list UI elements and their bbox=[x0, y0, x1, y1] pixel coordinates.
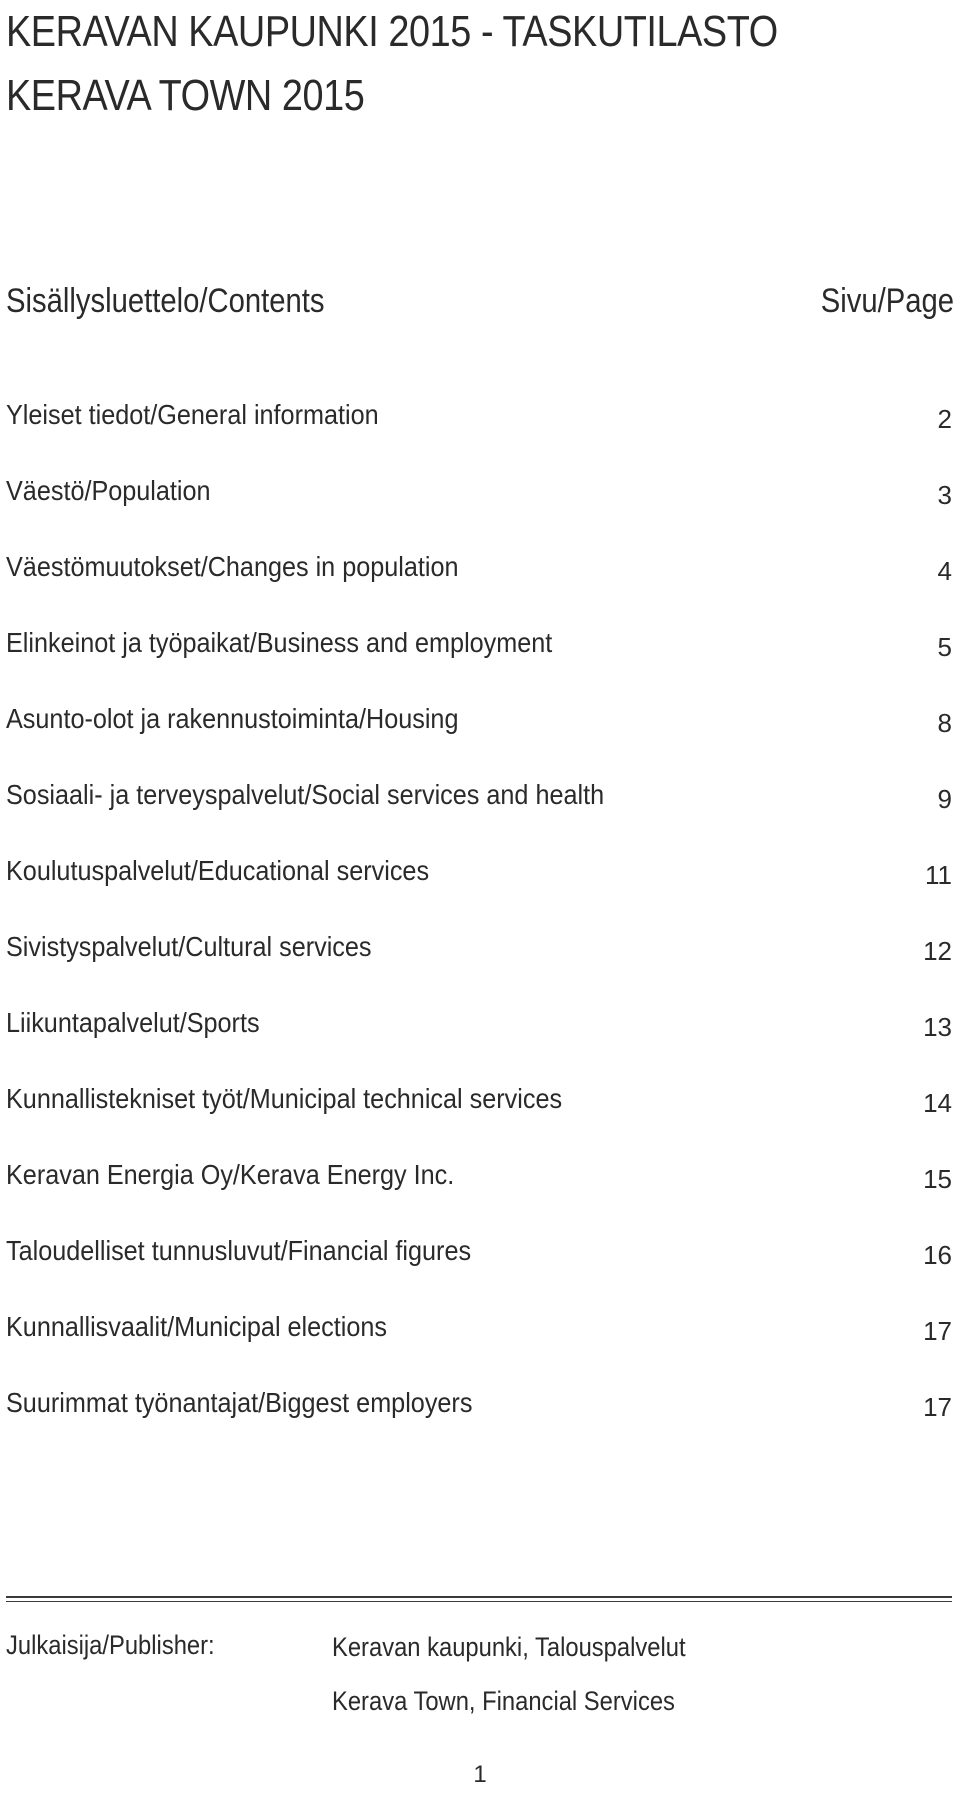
toc-entry: Sivistyspalvelut/Cultural services 12 bbox=[6, 922, 952, 998]
toc-entry: Elinkeinot ja työpaikat/Business and emp… bbox=[6, 618, 952, 694]
footer-divider-secondary bbox=[6, 1601, 952, 1602]
toc-entry-page: 17 bbox=[923, 1392, 952, 1422]
toc-entry-page: 4 bbox=[937, 556, 952, 586]
toc-entry-label: Kunnallisvaalit/Municipal elections bbox=[6, 1311, 388, 1342]
toc-entry-label: Yleiset tiedot/General information bbox=[6, 399, 379, 430]
toc-entry: Asunto-olot ja rakennustoiminta/Housing 8 bbox=[6, 694, 952, 770]
toc-entry-page: 13 bbox=[923, 1012, 952, 1042]
toc-entry-label: Väestö/Population bbox=[6, 475, 211, 506]
contents-heading: Sisällysluettelo/Contents bbox=[6, 282, 325, 320]
toc-entry-page: 11 bbox=[925, 860, 952, 890]
toc-entry-page: 5 bbox=[937, 632, 952, 662]
toc-entry-page: 3 bbox=[937, 480, 952, 510]
title-line-finnish: KERAVAN KAUPUNKI 2015 - TASKUTILASTO bbox=[6, 7, 778, 56]
title-line-english: KERAVA TOWN 2015 bbox=[6, 71, 365, 120]
toc-entry: Väestömuutokset/Changes in population 4 bbox=[6, 542, 952, 618]
page-column-heading: Sivu/Page bbox=[820, 282, 954, 320]
toc-entry-page: 14 bbox=[923, 1088, 952, 1118]
toc-entry-label: Väestömuutokset/Changes in population bbox=[6, 551, 459, 582]
publisher-english: Kerava Town, Financial Services bbox=[332, 1686, 675, 1716]
toc-entry-label: Elinkeinot ja työpaikat/Business and emp… bbox=[6, 627, 553, 658]
document-title: KERAVAN KAUPUNKI 2015 - TASKUTILASTO KER… bbox=[6, 0, 946, 128]
contents-header: Sisällysluettelo/Contents Sivu/Page bbox=[6, 282, 954, 338]
toc-entry-page: 2 bbox=[937, 404, 952, 434]
toc-entry: Väestö/Population 3 bbox=[6, 466, 952, 542]
toc-entry-label: Suurimmat työnantajat/Biggest employers bbox=[6, 1387, 473, 1418]
page-number: 1 bbox=[473, 1761, 487, 1788]
toc-entry-page: 8 bbox=[937, 708, 952, 738]
toc-entry: Keravan Energia Oy/Kerava Energy Inc. 15 bbox=[6, 1150, 952, 1226]
toc-entry: Sosiaali- ja terveyspalvelut/Social serv… bbox=[6, 770, 952, 846]
toc-entry-label: Kunnallistekniset työt/Municipal technic… bbox=[6, 1083, 563, 1114]
publisher-finnish: Keravan kaupunki, Talouspalvelut bbox=[332, 1632, 686, 1662]
table-of-contents: Yleiset tiedot/General information 2 Väes… bbox=[6, 390, 952, 1454]
toc-entry-page: 16 bbox=[923, 1240, 952, 1270]
toc-entry: Kunnallistekniset työt/Municipal technic… bbox=[6, 1074, 952, 1150]
publisher-details: Keravan kaupunki, Talouspalvelut Kerava … bbox=[332, 1620, 734, 1728]
toc-entry-page: 17 bbox=[923, 1316, 952, 1346]
toc-entry-page: 9 bbox=[937, 784, 952, 814]
toc-entry-label: Sivistyspalvelut/Cultural services bbox=[6, 931, 372, 962]
toc-entry-label: Koulutuspalvelut/Educational services bbox=[6, 855, 430, 886]
toc-entry-label: Liikuntapalvelut/Sports bbox=[6, 1007, 260, 1038]
toc-entry: Yleiset tiedot/General information 2 bbox=[6, 390, 952, 466]
toc-entry-label: Taloudelliset tunnusluvut/Financial figu… bbox=[6, 1235, 472, 1266]
publisher-label: Julkaisija/Publisher: bbox=[6, 1630, 215, 1660]
toc-entry-label: Asunto-olot ja rakennustoiminta/Housing bbox=[6, 703, 459, 734]
toc-entry-page: 12 bbox=[923, 936, 952, 966]
toc-entry-page: 15 bbox=[923, 1164, 952, 1194]
toc-entry: Liikuntapalvelut/Sports 13 bbox=[6, 998, 952, 1074]
toc-entry-label: Keravan Energia Oy/Kerava Energy Inc. bbox=[6, 1159, 455, 1190]
toc-entry-label: Sosiaali- ja terveyspalvelut/Social serv… bbox=[6, 779, 605, 810]
toc-entry: Taloudelliset tunnusluvut/Financial figu… bbox=[6, 1226, 952, 1302]
toc-entry: Kunnallisvaalit/Municipal elections 17 bbox=[6, 1302, 952, 1378]
toc-entry: Koulutuspalvelut/Educational services 11 bbox=[6, 846, 952, 922]
toc-entry: Suurimmat työnantajat/Biggest employers 1… bbox=[6, 1378, 952, 1454]
footer-divider bbox=[6, 1596, 952, 1598]
